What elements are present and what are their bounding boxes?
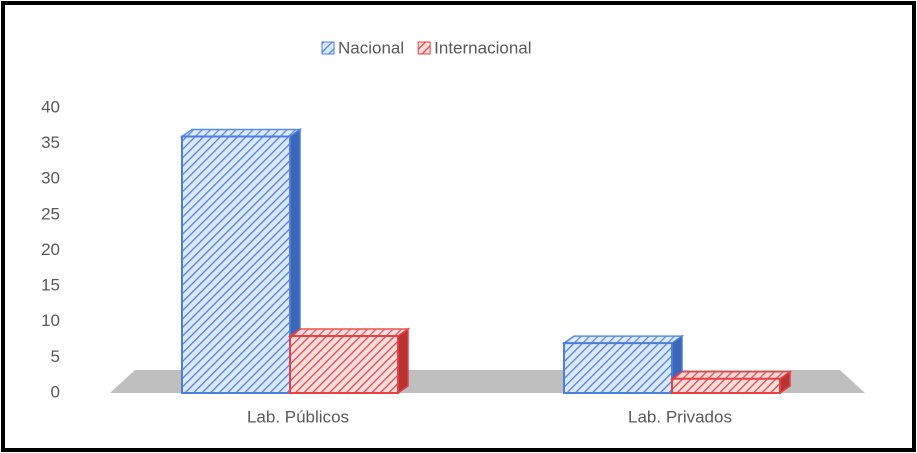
bar <box>561 334 685 395</box>
legend-label: Internacional <box>434 38 531 57</box>
bar-face <box>289 335 399 394</box>
bar-face <box>287 328 411 337</box>
legend-label: Nacional <box>338 38 404 57</box>
bar-face <box>669 371 793 380</box>
x-tick-label: Lab. Públicos <box>247 407 349 426</box>
legend-swatch <box>417 41 431 55</box>
x-tick-label: Lab. Privados <box>628 407 732 426</box>
bar <box>287 327 411 395</box>
bar <box>179 128 303 395</box>
y-tick-label: 40 <box>41 97 60 116</box>
y-tick-label: 20 <box>41 240 60 259</box>
bar-face <box>561 335 685 344</box>
y-tick-label: 35 <box>41 133 60 152</box>
bar-face <box>563 342 673 394</box>
y-tick-label: 0 <box>51 382 60 401</box>
y-tick-label: 30 <box>41 169 60 188</box>
bar-face <box>179 128 303 138</box>
y-tick-label: 15 <box>41 276 60 295</box>
y-tick-label: 25 <box>41 204 60 223</box>
bar <box>669 370 793 395</box>
y-tick-label: 10 <box>41 311 60 330</box>
legend-swatch <box>321 41 335 55</box>
bar-face <box>181 135 291 394</box>
bar-face <box>397 327 409 395</box>
bar-face <box>671 377 781 394</box>
y-tick-label: 5 <box>51 347 60 366</box>
